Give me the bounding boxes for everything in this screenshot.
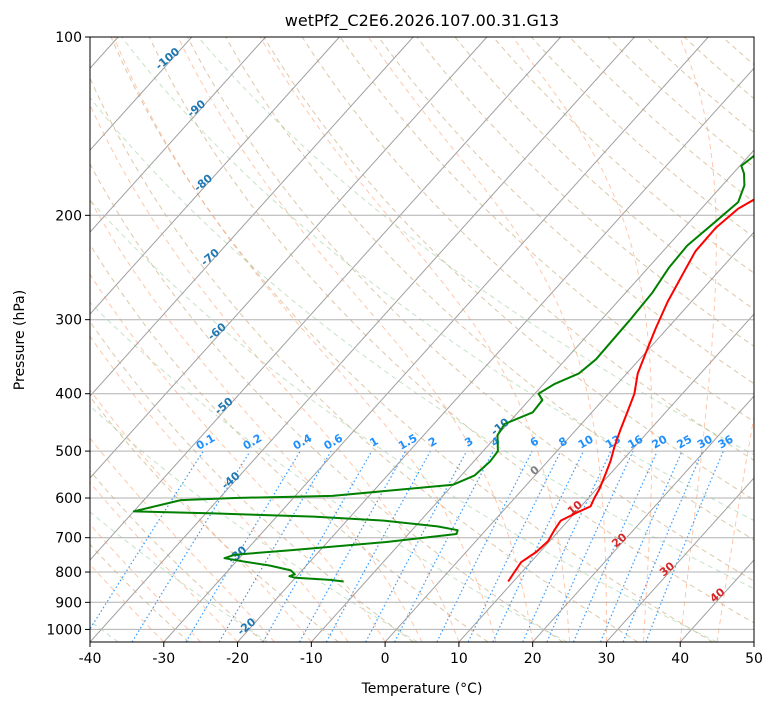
mixing-ratio-line [645,450,724,642]
isotherm [90,37,635,642]
dry-adiabat [454,37,754,311]
mixing-ratio-line [365,450,468,642]
chart-title: wetPf2_C2E6.2026.107.00.31.G13 [285,11,559,31]
isotherm [458,313,754,642]
isotherm [606,477,754,642]
dry-adiabat [90,76,639,642]
mixing-ratio-line [572,450,658,642]
temperature-line [507,198,754,583]
y-tick-label: 1000 [46,622,82,638]
background-lines [90,37,754,642]
isotherm [90,37,414,397]
mixing-ratio-line [600,450,683,642]
moist-adiabat [90,481,238,642]
mixing-ratio-line [622,450,704,642]
moist-adiabat [113,37,497,642]
y-tick-label: 900 [55,595,82,611]
dry-adiabat [187,37,754,582]
isotherm [90,37,193,151]
green-dashed-curve [197,37,754,456]
y-axis: 100 200 300 400 500 600 700 800 900 1000 [46,30,90,638]
dry-adiabat [416,37,754,347]
y-tick-label: 400 [55,387,82,403]
x-tick-label: 40 [671,651,689,667]
y-tick-label: 500 [55,444,82,460]
moist-adiabat [90,563,165,642]
x-tick-label: 30 [598,651,616,667]
green-dashed-curve [90,199,718,642]
x-axis-label: Temperature (°C) [361,681,483,697]
x-tick-label: -30 [152,651,175,667]
dry-adiabat [148,37,754,624]
dry-adiabat [90,320,414,642]
moist-adiabat [90,523,202,642]
x-tick-label: -10 [300,651,323,667]
plot-frame [89,36,755,643]
isotherm [237,67,754,642]
x-tick-label: -20 [226,651,249,667]
moist-adiabat [177,37,534,642]
moist-adiabat [367,37,607,642]
dry-adiabat [225,37,754,541]
dry-adiabat [339,37,754,423]
dry-adiabat [90,162,564,642]
x-axis: -40 -30 -20 -10 0 10 20 30 40 50 [79,642,763,667]
isotherm [163,37,709,642]
dry-adiabat [263,37,754,501]
mixing-ratio-line [546,450,634,642]
mixing-ratio-line [325,450,431,642]
green-dashed-curve [90,96,754,590]
dry-adiabat [492,37,754,274]
mixing-ratio-line [299,450,407,642]
green-dashed-curve [90,511,269,642]
x-tick-label: 0 [381,651,390,667]
y-tick-label: 700 [55,531,82,547]
mixing-ratio-line [90,450,204,631]
y-tick-label: 800 [55,565,82,581]
x-tick-label: 10 [450,651,468,667]
x-tick-label: -40 [79,651,102,667]
moist-adiabat [90,437,275,642]
dewpoint-line [132,154,754,583]
moist-adiabat [512,37,653,642]
green-dashed-curve [121,37,754,521]
isotherm [384,231,754,642]
y-tick-label: 600 [55,491,82,507]
moist-adiabat [90,103,460,642]
dry-adiabat [378,37,754,385]
mixing-ratio-line [436,450,533,642]
isotherm [532,395,754,642]
isotherm [90,37,266,233]
isotherm [90,37,488,479]
y-tick-label: 100 [55,30,82,46]
y-axis-label: Pressure (hPa) [12,290,28,390]
moist-adiabat [259,37,571,642]
moist-adiabat [90,273,386,642]
dry-adiabat [90,243,489,642]
x-tick-label: 20 [524,651,542,667]
data-series [132,154,754,583]
isotherm [90,37,340,315]
y-tick-label: 300 [55,313,82,329]
isotherm [90,37,562,561]
x-tick-label: 50 [745,651,763,667]
moist-adiabat [716,414,754,642]
moist-adiabat [679,37,717,642]
y-tick-label: 200 [55,208,82,224]
